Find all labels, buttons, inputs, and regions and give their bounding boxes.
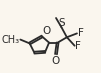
Text: F: F — [78, 28, 84, 38]
Text: O: O — [43, 26, 51, 36]
Text: CH₃: CH₃ — [2, 35, 20, 45]
Text: O: O — [51, 56, 59, 66]
Text: S: S — [58, 18, 65, 28]
Text: F: F — [75, 41, 81, 51]
